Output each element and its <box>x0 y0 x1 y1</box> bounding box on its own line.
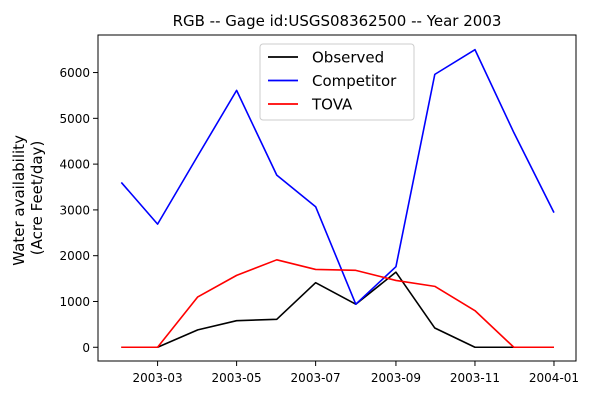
legend: Observed Competitor TOVA <box>259 43 415 121</box>
y-tick-label: 0 <box>82 341 90 355</box>
y-tick-label: 6000 <box>59 66 90 80</box>
y-axis-label: Water availability (Acre Feet/day) <box>10 130 46 265</box>
x-tick-label: 2003-05 <box>212 371 262 385</box>
plot-frame <box>97 34 577 362</box>
x-tick-label: 2003-09 <box>371 371 421 385</box>
y-tick-label: 4000 <box>59 158 90 172</box>
plot-area-border <box>97 34 577 362</box>
y-tick-label: 1000 <box>59 295 90 309</box>
y-axis-label-line-2: (Acre Feet/day) <box>28 141 46 256</box>
y-axis-label-line-1: Water availability <box>10 135 28 266</box>
chart-title: RGB -- Gage id:USGS08362500 -- Year 2003 <box>173 12 502 30</box>
legend-box <box>259 43 415 121</box>
x-tick-label: 2003-03 <box>133 371 183 385</box>
series-lines <box>120 48 555 349</box>
series-line-tova <box>121 259 554 349</box>
legend-label: TOVA <box>311 96 353 114</box>
x-axis-ticks: 2003-03 2003-05 2003-07 2003-09 2003-11 2004-… <box>133 361 579 385</box>
legend-label: Observed <box>312 49 384 67</box>
legend-label: Competitor <box>312 72 397 90</box>
x-tick-label: 2003-11 <box>450 371 500 385</box>
series-line-competitor <box>120 48 555 306</box>
series-line-observed <box>121 271 554 349</box>
y-axis-ticks: 0 1000 2000 3000 4000 5000 6000 <box>59 66 98 355</box>
x-tick-label: 2003-07 <box>291 371 341 385</box>
x-tick-label: 2004-01 <box>529 371 579 385</box>
y-tick-label: 3000 <box>59 203 90 217</box>
y-tick-label: 2000 <box>59 249 90 263</box>
y-tick-label: 5000 <box>59 112 90 126</box>
